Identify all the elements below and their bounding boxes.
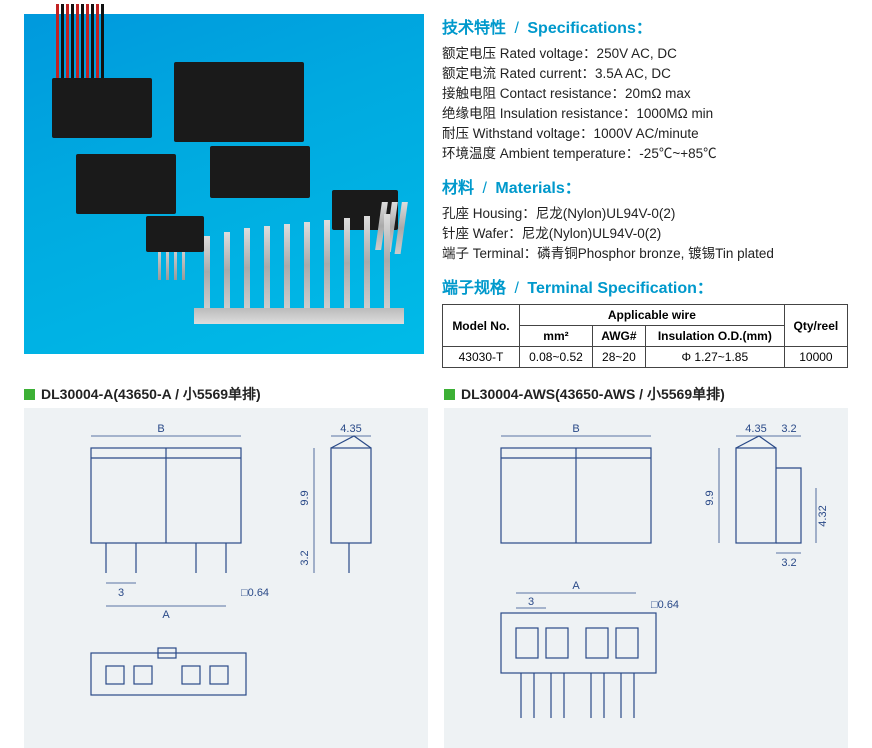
termspec-title-cn: 端子规格 bbox=[442, 280, 506, 297]
svg-text:B: B bbox=[572, 423, 579, 435]
spec-column: 技术特性 / Specifications： 额定电压 Rated voltag… bbox=[424, 14, 848, 378]
specs-title-cn: 技术特性 bbox=[442, 20, 506, 37]
material-line: 孔座 Housing：尼龙(Nylon)UL94V-0(2) bbox=[442, 204, 848, 224]
td-insul: Φ 1.27~1.85 bbox=[645, 347, 784, 368]
th-qty: Qty/reel bbox=[784, 305, 847, 347]
materials-title-en: Materials： bbox=[495, 180, 580, 197]
th-mm2: mm² bbox=[519, 326, 592, 347]
termspec-title: 端子规格 / Terminal Specification： bbox=[442, 274, 848, 298]
left-panel: DL30004-A(43650-A / 小5569单排) B 3 □0.64 A bbox=[24, 384, 428, 748]
svg-text:□0.64: □0.64 bbox=[241, 587, 269, 599]
specifications-section: 技术特性 / Specifications： 额定电压 Rated voltag… bbox=[442, 14, 848, 164]
spec-line: 额定电流 Rated current：3.5A AC, DC bbox=[442, 64, 848, 84]
spec-line: 接触电阻 Contact resistance：20mΩ max bbox=[442, 84, 848, 104]
th-model: Model No. bbox=[443, 305, 520, 347]
svg-text:4.35: 4.35 bbox=[745, 423, 766, 435]
table-row: 43030-T 0.08~0.52 28~20 Φ 1.27~1.85 1000… bbox=[443, 347, 848, 368]
left-panel-title: DL30004-A(43650-A / 小5569单排) bbox=[24, 384, 428, 404]
terminal-spec-section: 端子规格 / Terminal Specification： Model No.… bbox=[442, 274, 848, 368]
top-row: 技术特性 / Specifications： 额定电压 Rated voltag… bbox=[0, 0, 872, 378]
specs-title-en: Specifications： bbox=[527, 20, 651, 37]
svg-text:9.9: 9.9 bbox=[299, 490, 311, 505]
td-mm2: 0.08~0.52 bbox=[519, 347, 592, 368]
spec-line: 绝缘电阻 Insulation resistance：1000MΩ min bbox=[442, 104, 848, 124]
termspec-title-en: Terminal Specification： bbox=[527, 280, 713, 297]
left-panel-title-text: DL30004-A(43650-A / 小5569单排) bbox=[41, 384, 261, 404]
green-square-icon bbox=[24, 389, 35, 400]
svg-text:3.2: 3.2 bbox=[781, 557, 796, 569]
right-panel-title: DL30004-AWS(43650-AWS / 小5569单排) bbox=[444, 384, 848, 404]
svg-text:A: A bbox=[572, 580, 580, 592]
material-line: 针座 Wafer：尼龙(Nylon)UL94V-0(2) bbox=[442, 224, 848, 244]
svg-text:4.32: 4.32 bbox=[817, 505, 829, 526]
td-awg: 28~20 bbox=[592, 347, 645, 368]
svg-text:B: B bbox=[157, 423, 164, 435]
green-square-icon bbox=[444, 389, 455, 400]
svg-text:□0.64: □0.64 bbox=[651, 599, 679, 611]
product-photo bbox=[24, 14, 424, 354]
right-panel: DL30004-AWS(43650-AWS / 小5569单排) B 4.35 … bbox=[444, 384, 848, 748]
svg-text:A: A bbox=[162, 609, 170, 621]
spec-line: 环境温度 Ambient temperature：-25℃~+85℃ bbox=[442, 144, 848, 164]
terminal-spec-table: Model No. Applicable wire Qty/reel mm² A… bbox=[442, 304, 848, 368]
svg-text:3: 3 bbox=[118, 587, 124, 599]
th-awg: AWG# bbox=[592, 326, 645, 347]
materials-section: 材料 / Materials： 孔座 Housing：尼龙(Nylon)UL94… bbox=[442, 174, 848, 264]
materials-title: 材料 / Materials： bbox=[442, 174, 848, 198]
right-diagram: B 4.35 3.2 9.9 4.32 3.2 A bbox=[444, 408, 848, 748]
svg-text:3.2: 3.2 bbox=[781, 423, 796, 435]
th-applicable: Applicable wire bbox=[519, 305, 784, 326]
td-qty: 10000 bbox=[784, 347, 847, 368]
spec-line: 耐压 Withstand voltage：1000V AC/minute bbox=[442, 124, 848, 144]
td-model: 43030-T bbox=[443, 347, 520, 368]
panels-row: DL30004-A(43650-A / 小5569单排) B 3 □0.64 A bbox=[0, 378, 872, 748]
specs-title: 技术特性 / Specifications： bbox=[442, 14, 848, 38]
spec-line: 额定电压 Rated voltage：250V AC, DC bbox=[442, 44, 848, 64]
left-diagram: B 3 □0.64 A 4.35 9.9 bbox=[24, 408, 428, 748]
svg-text:3: 3 bbox=[528, 596, 534, 608]
right-panel-title-text: DL30004-AWS(43650-AWS / 小5569单排) bbox=[461, 384, 725, 404]
svg-text:4.35: 4.35 bbox=[340, 423, 361, 435]
materials-title-cn: 材料 bbox=[442, 180, 474, 197]
svg-text:3.2: 3.2 bbox=[299, 550, 311, 565]
svg-text:9.9: 9.9 bbox=[704, 490, 716, 505]
th-insul: Insulation O.D.(mm) bbox=[645, 326, 784, 347]
material-line: 端子 Terminal：磷青铜Phosphor bronze, 镀锡Tin pl… bbox=[442, 244, 848, 264]
